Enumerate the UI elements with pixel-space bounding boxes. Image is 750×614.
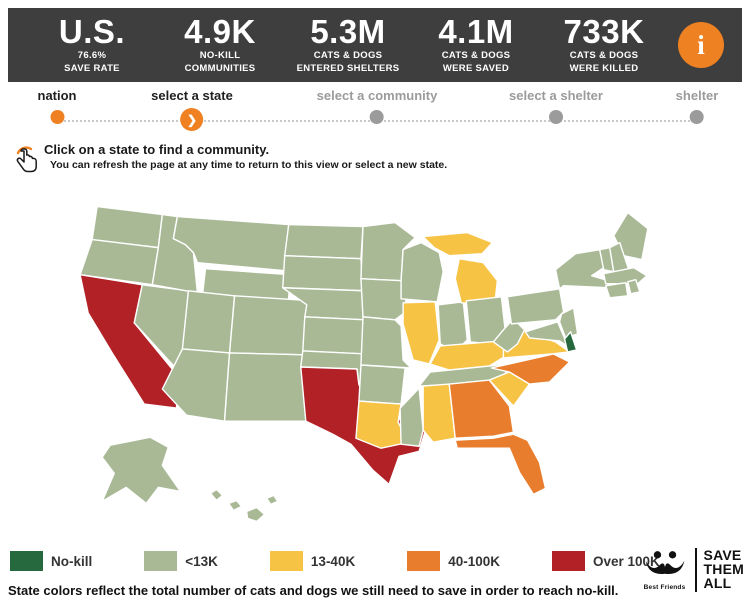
state-wv[interactable] xyxy=(492,318,526,353)
stat-no-kill-communities: 4.9K NO-KILL COMMUNITIES xyxy=(156,15,284,75)
legend-swatch xyxy=(269,551,303,571)
legend-swatch xyxy=(552,551,585,571)
stat-label-line2: WERE KILLED xyxy=(569,62,639,74)
legend-item-over-100k: Over 100K xyxy=(552,551,660,571)
state-mi[interactable] xyxy=(422,231,494,257)
state-ct[interactable] xyxy=(605,282,629,299)
stat-label-line2: COMMUNITIES xyxy=(184,62,256,74)
step-label: select a state xyxy=(151,88,233,103)
stat-label: NO-KILL COMMUNITIES xyxy=(156,50,284,75)
step-label: nation xyxy=(37,88,77,103)
state-ri[interactable] xyxy=(627,279,641,295)
stat-value: 4.1M xyxy=(438,12,514,50)
stat-were-saved: 4.1M CATS & DOGS WERE SAVED xyxy=(412,15,540,75)
stat-label-line2: WERE SAVED xyxy=(442,62,510,74)
state-nm[interactable] xyxy=(223,352,310,422)
breadcrumb-stepper: nation select a state ❯ select a communi… xyxy=(0,88,750,140)
map-legend: No-kill <13K 13-40K 40-100K Over 100K xyxy=(10,551,712,571)
state-ak[interactable] xyxy=(101,436,182,505)
tagline: SAVE THEM ALL xyxy=(704,549,744,590)
state-al[interactable] xyxy=(422,383,456,443)
instruction-title: Click on a state to find a community. xyxy=(44,142,270,157)
tagline-line: THEM xyxy=(703,561,744,578)
step-select-a-shelter[interactable]: select a shelter xyxy=(509,88,603,124)
step-label: select a shelter xyxy=(509,88,603,103)
stat-us-save-rate: U.S. 76.6% SAVE RATE xyxy=(28,15,156,75)
legend-label: 13-40K xyxy=(310,553,356,569)
best-friends-logo: Best Friends SAVE THEM ALL xyxy=(643,548,744,592)
stat-value: U.S. xyxy=(58,12,126,50)
state-ar[interactable] xyxy=(358,364,406,405)
state-pa[interactable] xyxy=(506,288,565,325)
step-dot[interactable] xyxy=(50,110,64,124)
state-sd[interactable] xyxy=(282,254,364,292)
state-ny[interactable] xyxy=(554,248,613,290)
step-nation[interactable]: nation xyxy=(38,88,77,124)
state-nd[interactable] xyxy=(284,223,364,260)
stat-label-line2: ENTERED SHELTERS xyxy=(296,62,400,74)
step-select-a-state[interactable]: select a state ❯ xyxy=(151,88,233,131)
stat-entered-shelters: 5.3M CATS & DOGS ENTERED SHELTERS xyxy=(284,15,412,75)
state-az[interactable] xyxy=(161,348,231,422)
state-ms[interactable] xyxy=(399,387,424,447)
instruction-block: Click on a state to find a community. Yo… xyxy=(12,142,448,173)
stat-label: CATS & DOGS ENTERED SHELTERS xyxy=(284,50,412,75)
legend-label: Over 100K xyxy=(593,553,660,569)
stats-bar: U.S. 76.6% SAVE RATE 4.9K NO-KILL COMMUN… xyxy=(8,8,742,82)
stat-were-killed: 733K CATS & DOGS WERE KILLED xyxy=(540,15,668,75)
stat-value: 733K xyxy=(563,12,645,50)
legend-label: <13K xyxy=(185,553,218,569)
footer-note: State colors reflect the total number of… xyxy=(8,583,619,598)
stat-label-line2: SAVE RATE xyxy=(64,62,120,74)
chevron-right-icon[interactable]: ❯ xyxy=(180,108,204,131)
legend-label: No-kill xyxy=(51,553,93,569)
legend-swatch xyxy=(144,551,178,571)
animal-face-icon xyxy=(645,550,684,574)
state-de[interactable] xyxy=(563,331,578,353)
logo-divider xyxy=(694,548,697,592)
legend-item-40-100k: 40-100K xyxy=(407,551,500,571)
legend-item-under-13k: <13K xyxy=(144,551,218,571)
step-dot[interactable] xyxy=(370,110,384,124)
legend-item-no-kill: No-kill xyxy=(10,551,92,571)
state-wi[interactable] xyxy=(400,241,444,303)
legend-item-13-40k: 13-40K xyxy=(269,551,356,571)
step-shelter[interactable]: shelter xyxy=(675,88,719,124)
stat-label: CATS & DOGS WERE SAVED xyxy=(412,50,540,75)
step-select-a-community[interactable]: select a community xyxy=(316,88,438,124)
step-label: select a community xyxy=(316,88,438,103)
legend-swatch xyxy=(407,551,441,571)
stat-label-line1: CATS & DOGS xyxy=(569,50,639,62)
stat-value: 4.9K xyxy=(184,12,256,50)
state-fl[interactable] xyxy=(454,433,547,496)
stat-value: 5.3M xyxy=(310,12,386,50)
stat-label: CATS & DOGS WERE KILLED xyxy=(540,50,668,75)
tagline-line: ALL xyxy=(703,574,732,591)
legend-swatch xyxy=(10,551,43,571)
us-map-container xyxy=(50,192,702,549)
state-ut[interactable] xyxy=(181,290,236,354)
logo-wordmark: Best Friends xyxy=(643,583,686,591)
best-friends-mark: Best Friends xyxy=(643,550,687,591)
info-icon[interactable]: i xyxy=(678,22,724,68)
state-hi[interactable] xyxy=(209,488,279,523)
instruction-subtitle: You can refresh the page at any time to … xyxy=(50,159,448,171)
stat-label-line1: NO-KILL xyxy=(199,50,241,62)
legend-label: 40-100K xyxy=(448,553,500,569)
state-co[interactable] xyxy=(228,295,314,356)
tagline-line: SAVE xyxy=(703,547,742,564)
step-dot[interactable] xyxy=(689,110,704,124)
stat-label-line1: CATS & DOGS xyxy=(313,50,383,62)
state-il[interactable] xyxy=(402,301,440,365)
tap-hand-icon xyxy=(16,146,37,173)
stat-label-line1: 76.6% xyxy=(77,50,107,62)
stat-label-line1: CATS & DOGS xyxy=(441,50,511,62)
stat-label: 76.6% SAVE RATE xyxy=(28,50,156,75)
step-label: shelter xyxy=(675,88,719,103)
step-dot[interactable] xyxy=(548,110,563,124)
us-map xyxy=(79,205,649,523)
